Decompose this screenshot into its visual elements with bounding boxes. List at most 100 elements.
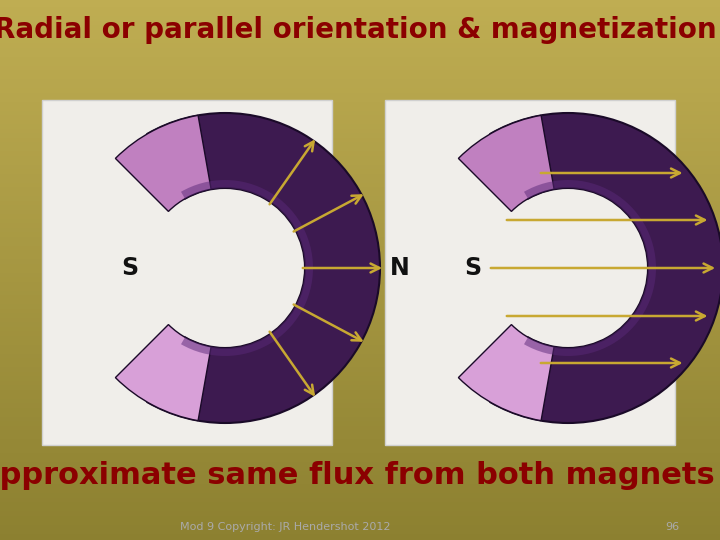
Bar: [0, 211, 720, 216]
Bar: [0, 431, 720, 436]
Bar: [0, 219, 720, 225]
Bar: [0, 481, 720, 486]
Bar: [0, 373, 720, 378]
Bar: [0, 22, 720, 27]
Bar: [0, 161, 720, 166]
Bar: [0, 336, 720, 342]
Bar: [0, 296, 720, 301]
Bar: [0, 103, 720, 108]
Bar: [0, 300, 720, 306]
Bar: [0, 458, 720, 463]
Bar: [0, 89, 720, 94]
Wedge shape: [490, 113, 720, 423]
Bar: [0, 17, 720, 23]
Bar: [0, 368, 720, 374]
Bar: [0, 381, 720, 387]
Bar: [0, 489, 720, 495]
Bar: [0, 152, 720, 158]
Bar: [0, 494, 720, 500]
Bar: [0, 287, 720, 293]
Bar: [0, 188, 720, 193]
Bar: [0, 440, 720, 445]
Bar: [0, 400, 720, 405]
Bar: [0, 147, 720, 153]
Bar: [0, 454, 720, 459]
Bar: [0, 327, 720, 333]
Bar: [0, 395, 720, 401]
Text: Radial or parallel orientation & magnetization: Radial or parallel orientation & magneti…: [0, 16, 716, 44]
Bar: [0, 435, 720, 441]
Bar: [0, 0, 720, 4]
Bar: [0, 53, 720, 58]
Bar: [0, 238, 720, 243]
Bar: [0, 201, 720, 207]
Text: S: S: [464, 256, 482, 280]
Bar: [0, 215, 720, 220]
Bar: [0, 417, 720, 423]
Bar: [0, 174, 720, 180]
Bar: [0, 278, 720, 284]
Wedge shape: [459, 116, 554, 212]
Bar: [0, 116, 720, 122]
Bar: [0, 449, 720, 455]
Bar: [0, 512, 720, 517]
Bar: [0, 260, 720, 266]
Bar: [0, 12, 720, 18]
Bar: [0, 444, 720, 450]
Bar: [0, 111, 720, 117]
Bar: [0, 49, 720, 54]
Bar: [0, 8, 720, 14]
Bar: [0, 26, 720, 31]
Text: S: S: [122, 256, 138, 280]
Bar: [0, 350, 720, 355]
Bar: [0, 44, 720, 50]
Bar: [0, 184, 720, 189]
Bar: [0, 521, 720, 526]
Text: Mod 9 Copyright: JR Hendershot 2012: Mod 9 Copyright: JR Hendershot 2012: [180, 522, 390, 532]
Bar: [0, 530, 720, 536]
Bar: [0, 476, 720, 482]
Bar: [0, 282, 720, 288]
Bar: [0, 346, 720, 351]
Bar: [0, 84, 720, 90]
Bar: [0, 30, 720, 36]
Bar: [0, 224, 720, 230]
Bar: [0, 359, 720, 364]
Bar: [0, 269, 720, 274]
Bar: [0, 516, 720, 522]
Bar: [0, 413, 720, 418]
Bar: [0, 354, 720, 360]
Bar: [0, 422, 720, 428]
Bar: [0, 386, 720, 391]
Bar: [0, 273, 720, 279]
Bar: [0, 93, 720, 99]
Wedge shape: [181, 180, 313, 356]
Bar: [0, 305, 720, 310]
Bar: [0, 508, 720, 513]
Wedge shape: [115, 116, 211, 212]
Bar: [0, 535, 720, 540]
Bar: [0, 404, 720, 409]
Bar: [0, 462, 720, 468]
Bar: [0, 408, 720, 414]
Bar: [0, 157, 720, 162]
Bar: [0, 192, 720, 198]
Bar: [0, 255, 720, 261]
Bar: [0, 503, 720, 509]
Bar: [0, 233, 720, 239]
Bar: [0, 35, 720, 40]
Bar: [0, 3, 720, 9]
Bar: [0, 57, 720, 63]
Bar: [0, 471, 720, 477]
Wedge shape: [148, 113, 380, 423]
Bar: [0, 165, 720, 171]
Bar: [0, 228, 720, 234]
Bar: [0, 377, 720, 382]
Bar: [0, 98, 720, 104]
Bar: [0, 314, 720, 320]
Bar: [0, 467, 720, 472]
Bar: [0, 242, 720, 247]
Bar: [0, 107, 720, 112]
Text: Approximate same flux from both magnets !: Approximate same flux from both magnets …: [0, 461, 720, 489]
Bar: [0, 390, 720, 396]
